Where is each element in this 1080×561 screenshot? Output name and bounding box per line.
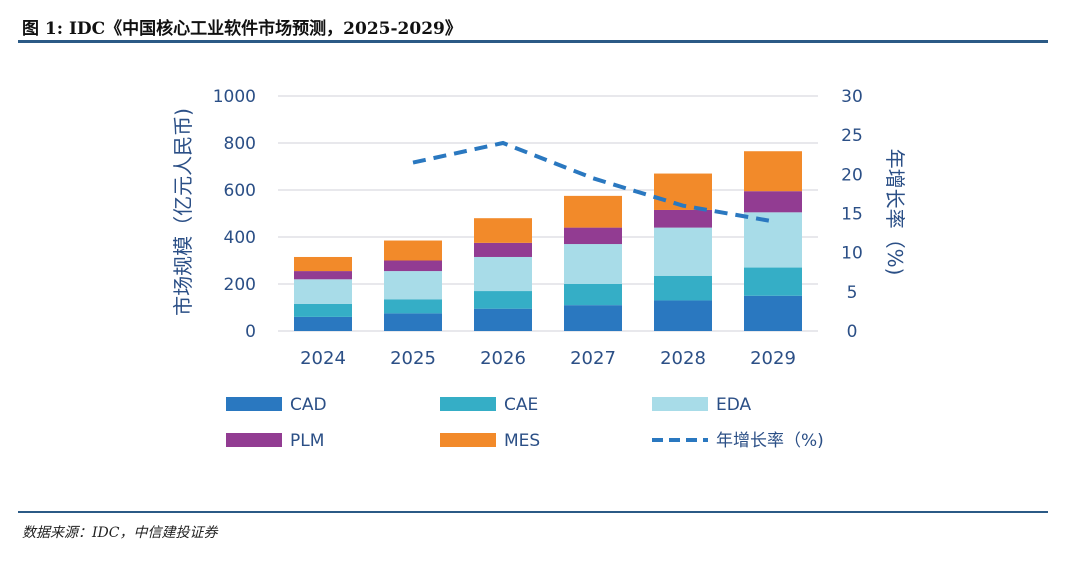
top-divider xyxy=(18,40,1048,43)
bar-eda-2028 xyxy=(654,227,712,276)
legend-label: MES xyxy=(504,431,540,451)
x-tick-label: 2028 xyxy=(660,348,706,369)
legend-label: EDA xyxy=(716,395,752,415)
bar-cad-2028 xyxy=(654,300,712,331)
bar-plm-2024 xyxy=(294,271,352,280)
y2-tick-label: 10 xyxy=(841,244,863,264)
bar-cad-2025 xyxy=(384,313,442,331)
bar-eda-2029 xyxy=(744,212,802,268)
bar-mes-2026 xyxy=(474,218,532,243)
x-axis: 2024 2025 2026 2027 2028 2029 xyxy=(300,348,796,369)
y-axis-left: 0 200 400 600 800 1000 xyxy=(213,87,256,342)
x-tick-label: 2026 xyxy=(480,348,526,369)
legend-swatch-cad xyxy=(226,397,282,411)
gridlines xyxy=(278,95,818,332)
bar-mes-2024 xyxy=(294,256,352,272)
growth-line-layer xyxy=(412,140,774,224)
bar-eda-2027 xyxy=(564,244,622,284)
legend-label: CAD xyxy=(290,395,327,415)
legend-label: 年增长率（%) xyxy=(716,431,824,451)
y-tick-label: 200 xyxy=(224,275,256,295)
legend-swatch-mes xyxy=(440,433,496,447)
y-tick-label: 1000 xyxy=(213,87,256,107)
bar-cad-2026 xyxy=(474,308,532,331)
bar-mes-2027 xyxy=(564,195,622,228)
y-axis-right: 0 5 10 15 20 25 30 xyxy=(841,87,863,342)
y-tick-label: 600 xyxy=(224,181,256,201)
bar-cae-2027 xyxy=(564,284,622,306)
bar-cae-2029 xyxy=(744,267,802,296)
bar-mes-2029 xyxy=(744,151,802,192)
y2-tick-label: 15 xyxy=(841,205,863,225)
x-tick-label: 2027 xyxy=(570,348,616,369)
bar-cae-2024 xyxy=(294,303,352,317)
legend: CAD CAE EDA PLM MES 年增长率（%) xyxy=(226,395,824,451)
legend-swatch-cae xyxy=(440,397,496,411)
bars xyxy=(294,151,802,331)
legend-swatch-plm xyxy=(226,433,282,447)
bar-eda-2026 xyxy=(474,256,532,292)
bar-cae-2025 xyxy=(384,299,442,314)
y-axis-title: 市场规模（亿元人民币) xyxy=(171,108,195,316)
bar-plm-2029 xyxy=(744,191,802,213)
y-tick-label: 800 xyxy=(224,134,256,154)
x-tick-label: 2024 xyxy=(300,348,346,369)
y2-tick-label: 30 xyxy=(841,87,863,107)
y2-axis-title: 年增长率（%) xyxy=(883,149,907,276)
bar-plm-2025 xyxy=(384,260,442,272)
bar-plm-2027 xyxy=(564,227,622,245)
bar-plm-2028 xyxy=(654,209,712,228)
y2-tick-label: 25 xyxy=(841,126,863,146)
bar-cae-2028 xyxy=(654,275,712,301)
source-note: 数据来源：IDC，中信建投证券 xyxy=(22,525,218,541)
bar-mes-2025 xyxy=(384,240,442,261)
x-tick-label: 2025 xyxy=(390,348,436,369)
bar-cad-2024 xyxy=(294,316,352,331)
legend-label: CAE xyxy=(504,395,538,415)
bar-eda-2025 xyxy=(384,271,442,300)
y2-tick-label: 0 xyxy=(847,322,858,342)
bar-plm-2026 xyxy=(474,242,532,257)
y2-tick-label: 20 xyxy=(841,165,863,185)
legend-swatch-eda xyxy=(652,397,708,411)
y2-tick-label: 5 xyxy=(847,283,858,303)
bottom-divider xyxy=(18,511,1048,513)
x-tick-label: 2029 xyxy=(750,348,796,369)
bar-cae-2026 xyxy=(474,291,532,309)
bar-eda-2024 xyxy=(294,279,352,304)
figure-title: 图 1: IDC《中国核心工业软件市场预测，2025-2029》 xyxy=(22,19,462,39)
bar-cad-2029 xyxy=(744,295,802,331)
y-tick-label: 0 xyxy=(245,322,256,342)
y-tick-label: 400 xyxy=(224,228,256,248)
legend-label: PLM xyxy=(290,431,324,451)
bar-cad-2027 xyxy=(564,305,622,331)
